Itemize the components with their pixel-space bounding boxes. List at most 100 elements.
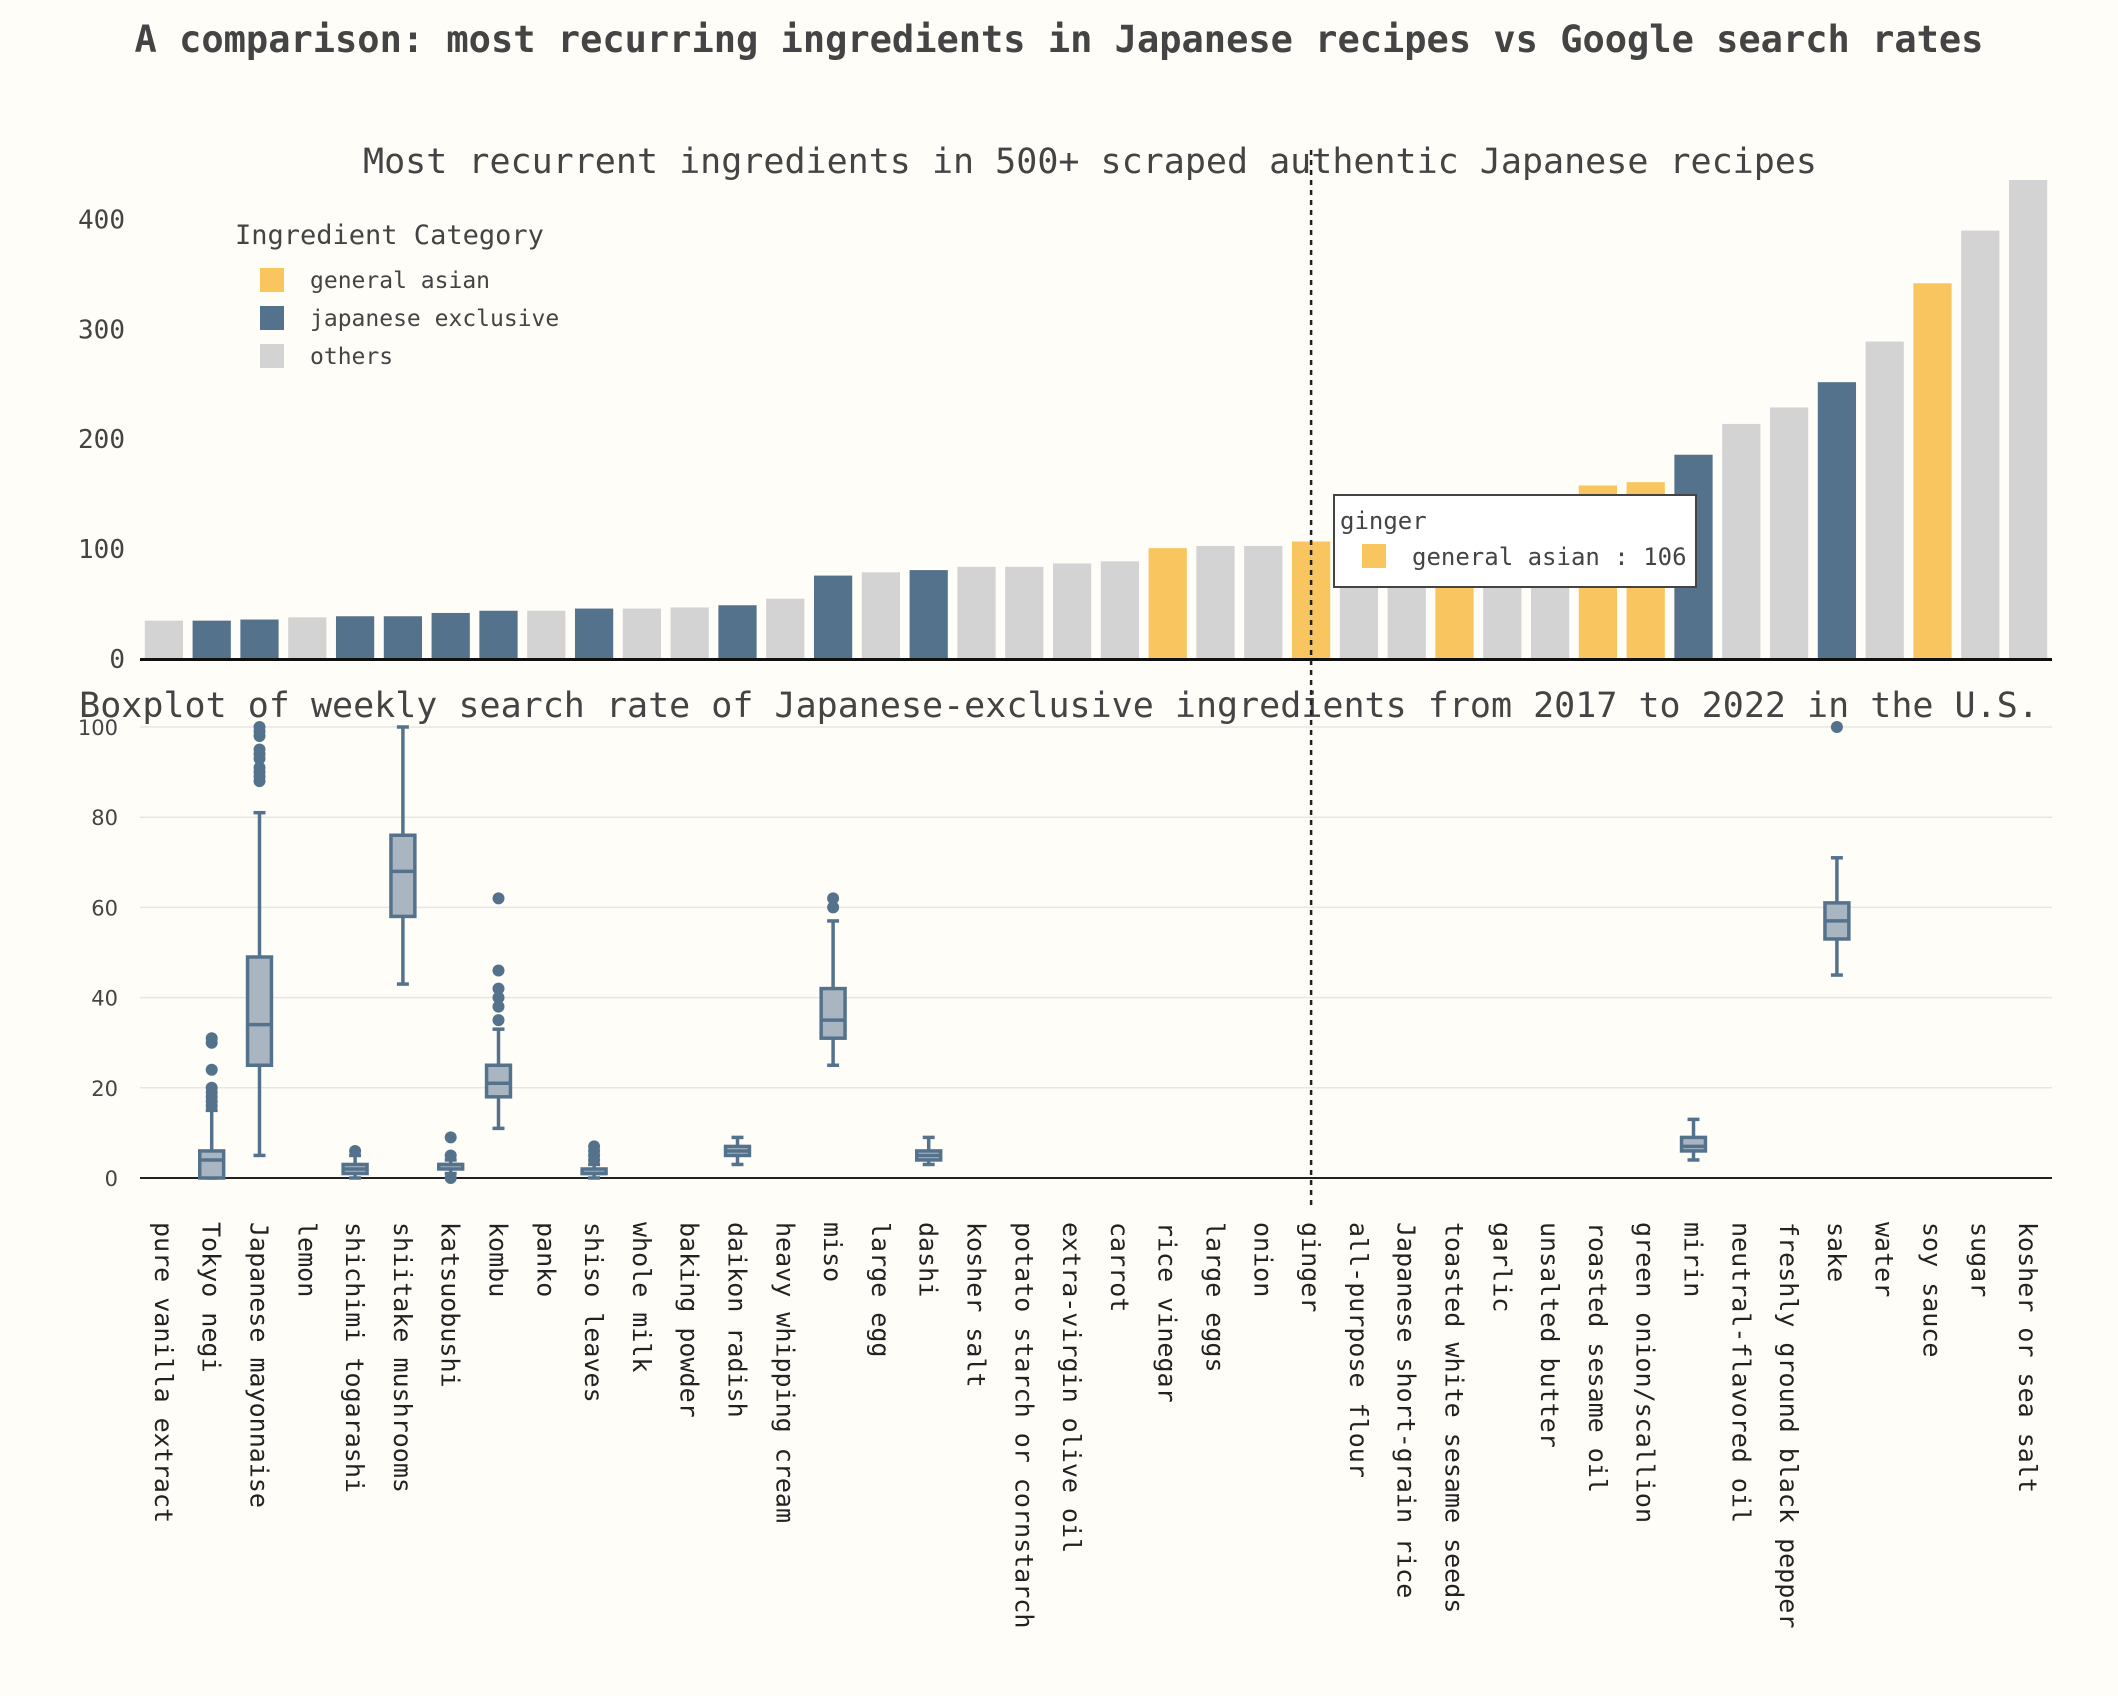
bar[interactable] — [574, 608, 614, 658]
x-tick-label: daikon radish — [723, 1222, 752, 1418]
x-tick-label: whole milk — [627, 1222, 656, 1373]
x-axis-labels: pure vanilla extract Tokyo negi Japanese m… — [149, 1222, 2042, 1628]
x-tick-label: sugar — [1965, 1222, 1994, 1297]
x-tick-label: green onion/scallion — [1631, 1222, 1660, 1523]
x-tick-label: shichimi togarashi — [340, 1222, 369, 1493]
box-mirin[interactable] — [1679, 1117, 1708, 1162]
box-outlier — [253, 721, 266, 733]
legend-item-label[interactable]: others — [310, 344, 393, 370]
bar[interactable] — [861, 572, 901, 658]
box-kombu[interactable] — [484, 892, 513, 1131]
bar[interactable] — [1148, 548, 1187, 658]
legend-swatch — [260, 268, 284, 292]
bar[interactable] — [1005, 566, 1044, 658]
box-outlier — [1830, 721, 1843, 733]
x-tick-label: neutral-flavored oil — [1726, 1222, 1755, 1523]
x-tick-label: potato starch or cornstarch — [1009, 1222, 1038, 1628]
legend-item-label[interactable]: japanese exclusive — [310, 306, 559, 332]
bar-y-tick-label: 200 — [78, 425, 125, 455]
tooltip-title: ginger — [1340, 507, 1427, 535]
bar-chart-title: Most recurrent ingredients in 500+ scrap… — [363, 142, 1817, 182]
x-tick-label: extra-virgin olive oil — [1057, 1222, 1086, 1553]
x-tick-label: baking powder — [675, 1222, 704, 1418]
box-iqr — [484, 1063, 513, 1099]
bar[interactable] — [431, 612, 470, 658]
x-tick-label: soy sauce — [1918, 1222, 1947, 1357]
box-iqr — [198, 1149, 226, 1180]
x-tick-label: onion — [1248, 1222, 1277, 1297]
tooltip-text: general asian : 106 — [1412, 543, 1687, 571]
box-tokyo-negi[interactable] — [198, 1032, 226, 1180]
box-shiso-leaves[interactable] — [580, 1140, 608, 1180]
box-series — [140, 721, 2052, 1184]
bar[interactable] — [1100, 561, 1140, 658]
box-y-tick-label: 100 — [78, 716, 118, 740]
bar[interactable] — [957, 566, 996, 658]
bar[interactable] — [1052, 563, 1092, 658]
box-gridlines — [140, 726, 2052, 1089]
box-dashi[interactable] — [915, 1135, 943, 1167]
box-outlier — [205, 1081, 218, 1094]
bar-y-axis: 0 100 200 300 400 — [78, 205, 125, 675]
box-outlier — [253, 743, 266, 756]
x-tick-label: shiso leaves — [579, 1222, 608, 1403]
bar[interactable] — [1722, 423, 1761, 658]
bar[interactable] — [288, 617, 327, 658]
legend-title: Ingredient Category — [235, 220, 544, 251]
box-outlier — [444, 1149, 457, 1162]
bar[interactable] — [1865, 341, 1904, 658]
bar[interactable] — [1196, 545, 1235, 658]
box-japanese-mayonnaise[interactable] — [245, 721, 274, 1158]
bar[interactable] — [240, 619, 279, 658]
x-tick-label: kosher salt — [962, 1222, 991, 1388]
legend-swatch — [260, 306, 284, 330]
bar[interactable] — [479, 610, 518, 658]
x-tick-label: Japanese mayonnaise — [245, 1222, 274, 1508]
bar[interactable] — [1244, 545, 1283, 658]
bar[interactable] — [813, 575, 853, 658]
x-tick-label: roasted sesame oil — [1583, 1222, 1612, 1493]
bar[interactable] — [1913, 283, 1952, 658]
bar[interactable] — [622, 608, 662, 658]
box-katsuobushi[interactable] — [437, 1131, 465, 1184]
box-shiitake-mushrooms[interactable] — [389, 725, 417, 986]
x-tick-label: Japanese short-grain rice — [1392, 1222, 1421, 1598]
bar[interactable] — [1961, 230, 2000, 658]
x-tick-label: sake — [1822, 1222, 1851, 1282]
box-outlier — [444, 1172, 457, 1184]
box-outlier — [205, 1063, 218, 1076]
box-shichimi-togarashi[interactable] — [341, 1144, 369, 1180]
legend[interactable]: Ingredient Category general asian japanes… — [235, 220, 559, 370]
bar[interactable] — [1817, 382, 1857, 658]
box-outlier — [827, 892, 840, 905]
bar[interactable] — [2008, 180, 2048, 658]
x-tick-label: toasted white sesame seeds — [1440, 1222, 1469, 1613]
bar[interactable] — [1769, 407, 1809, 658]
box-outlier — [492, 964, 505, 977]
x-tick-label: kosher or sea salt — [2013, 1222, 2042, 1493]
x-tick-label: pure vanilla extract — [149, 1222, 178, 1523]
bar[interactable] — [718, 605, 757, 658]
box-y-tick-label: 80 — [91, 806, 118, 830]
box-miso[interactable] — [819, 892, 847, 1067]
bar[interactable] — [670, 607, 709, 658]
bar[interactable] — [144, 620, 184, 658]
x-tick-label: water — [1870, 1222, 1899, 1297]
bar[interactable] — [766, 598, 805, 658]
box-outlier — [827, 901, 840, 914]
bar[interactable] — [335, 616, 375, 658]
bar[interactable] — [383, 616, 423, 658]
bar[interactable] — [527, 610, 566, 658]
tooltip-box — [1333, 494, 1697, 588]
box-y-tick-label: 0 — [105, 1167, 118, 1191]
bar[interactable] — [192, 620, 231, 658]
box-outlier — [492, 982, 505, 995]
box-daikon-radish[interactable] — [723, 1135, 752, 1167]
bar[interactable] — [909, 570, 948, 658]
box-sake[interactable] — [1823, 721, 1851, 977]
legend-item-label[interactable]: general asian — [310, 268, 490, 294]
x-tick-label: garlic — [1487, 1222, 1516, 1312]
